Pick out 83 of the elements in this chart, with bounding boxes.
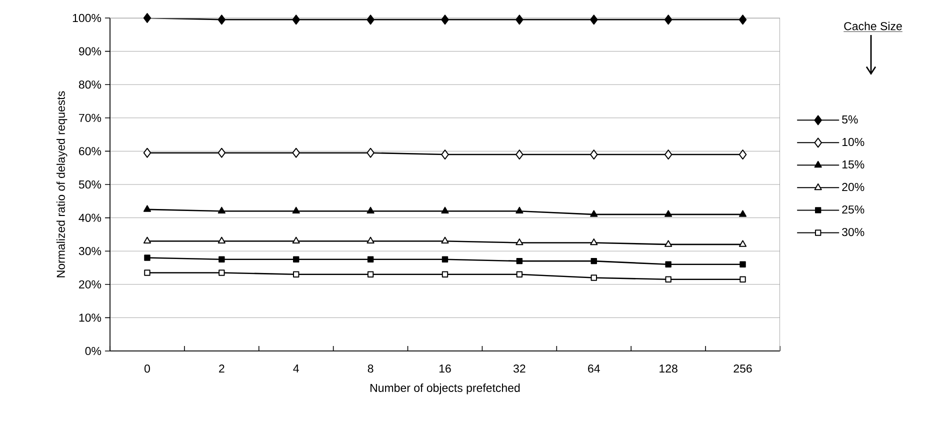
y-tick-label: 70% — [79, 114, 102, 122]
point — [367, 256, 374, 263]
point — [218, 256, 225, 263]
x-tick-label: 2 — [219, 364, 224, 373]
y-tick-label: 10% — [79, 314, 102, 322]
y-tick-label: 90% — [78, 47, 102, 56]
legend-label: 15% — [842, 160, 864, 169]
legend-label: 5% — [842, 115, 858, 124]
x-tick-label: 16 — [439, 364, 451, 373]
point — [293, 256, 300, 263]
point — [590, 274, 597, 281]
y-tick-label: 40% — [78, 214, 102, 222]
y-tick-label: 0% — [85, 346, 102, 356]
point — [292, 148, 300, 158]
point — [441, 206, 449, 214]
point — [441, 14, 449, 25]
x-tick-label: 128 — [660, 364, 678, 373]
x-tick-label: 32 — [513, 364, 526, 373]
point — [144, 270, 150, 276]
point — [144, 254, 150, 261]
legend-label: 25% — [842, 205, 864, 214]
point — [143, 205, 152, 212]
point — [143, 236, 152, 244]
point — [590, 210, 598, 217]
point — [218, 270, 225, 276]
y-tick-label: 60% — [79, 147, 102, 156]
x-tick-label: 8 — [368, 364, 374, 373]
point — [441, 150, 449, 160]
point — [292, 236, 300, 244]
point — [218, 206, 226, 214]
point — [664, 14, 672, 25]
x-tick-label: 0 — [144, 364, 150, 373]
point — [516, 238, 524, 246]
point — [665, 261, 672, 268]
point — [738, 240, 747, 247]
y-tick-label: 80% — [78, 80, 102, 89]
point — [292, 14, 300, 25]
x-tick-label: 4 — [293, 364, 299, 372]
point — [590, 258, 597, 264]
point — [516, 271, 523, 278]
point — [590, 238, 598, 246]
point — [738, 150, 747, 160]
point — [738, 210, 747, 217]
x-axis-title: Number of objects prefetched — [370, 384, 520, 394]
point — [143, 12, 152, 23]
legend-label: 10% — [842, 138, 864, 146]
y-tick-label: 20% — [79, 280, 102, 288]
point — [143, 148, 152, 158]
point — [442, 271, 448, 278]
point — [738, 14, 747, 25]
point — [218, 236, 226, 244]
x-tick-label: 64 — [588, 364, 600, 373]
point — [590, 14, 598, 25]
point — [218, 148, 226, 158]
point — [516, 14, 524, 25]
point — [366, 148, 374, 158]
point — [590, 150, 598, 160]
y-tick-label: 30% — [78, 247, 102, 256]
point — [366, 14, 374, 25]
point — [516, 206, 524, 214]
y-tick-label: 100% — [72, 14, 102, 22]
legend-label: 20% — [842, 182, 864, 192]
point — [664, 210, 672, 217]
legend-title: Cache Size — [844, 22, 902, 30]
point — [516, 150, 524, 160]
point — [441, 236, 449, 244]
point — [516, 258, 523, 264]
legend-label: 30% — [842, 228, 864, 236]
point — [367, 271, 374, 278]
point — [366, 236, 374, 244]
point — [740, 276, 746, 282]
y-tick-label: 50% — [78, 180, 102, 189]
point — [665, 276, 672, 282]
point — [366, 206, 374, 214]
point — [292, 206, 300, 214]
point — [664, 150, 672, 160]
point — [442, 256, 448, 263]
y-axis-title: Normalized ratio of delayed requests — [56, 91, 68, 278]
x-tick-label: 256 — [734, 364, 752, 373]
point — [218, 14, 226, 25]
point — [664, 240, 672, 247]
point — [740, 261, 746, 268]
point — [293, 271, 300, 278]
